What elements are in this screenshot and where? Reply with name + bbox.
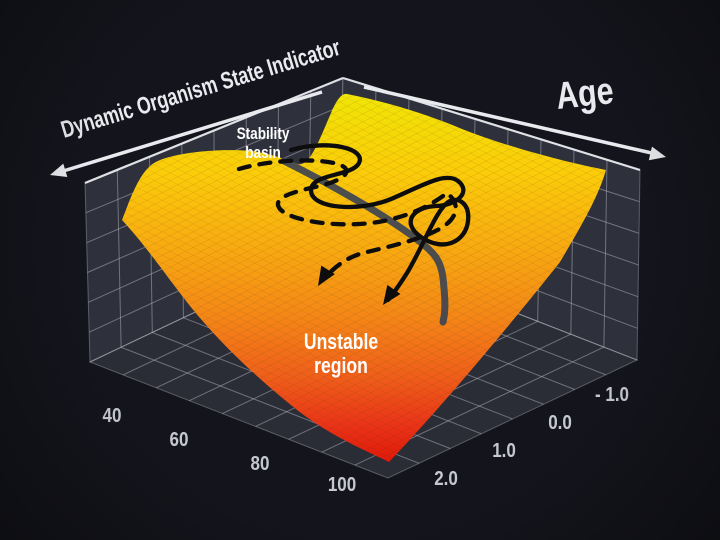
- stability-basin-label-line2: basin: [245, 144, 280, 163]
- unstable-region-label-line1: Unstable: [304, 330, 378, 354]
- dosi-tick-1: 0.0: [548, 411, 572, 434]
- dosi-tick-2: 1.0: [492, 439, 516, 462]
- age-tick-1: 60: [170, 428, 189, 451]
- age-axis-label: Age: [554, 70, 615, 118]
- stability-basin-label-line1: Stability: [237, 125, 290, 144]
- dosi-tick-3: 2.0: [434, 467, 458, 490]
- dosi-tick-0: - 1.0: [595, 383, 629, 406]
- unstable-region-label-line2: region: [314, 354, 368, 378]
- age-tick-0: 40: [103, 404, 122, 427]
- age-tick-3: 100: [328, 473, 356, 496]
- age-tick-2: 80: [251, 452, 270, 475]
